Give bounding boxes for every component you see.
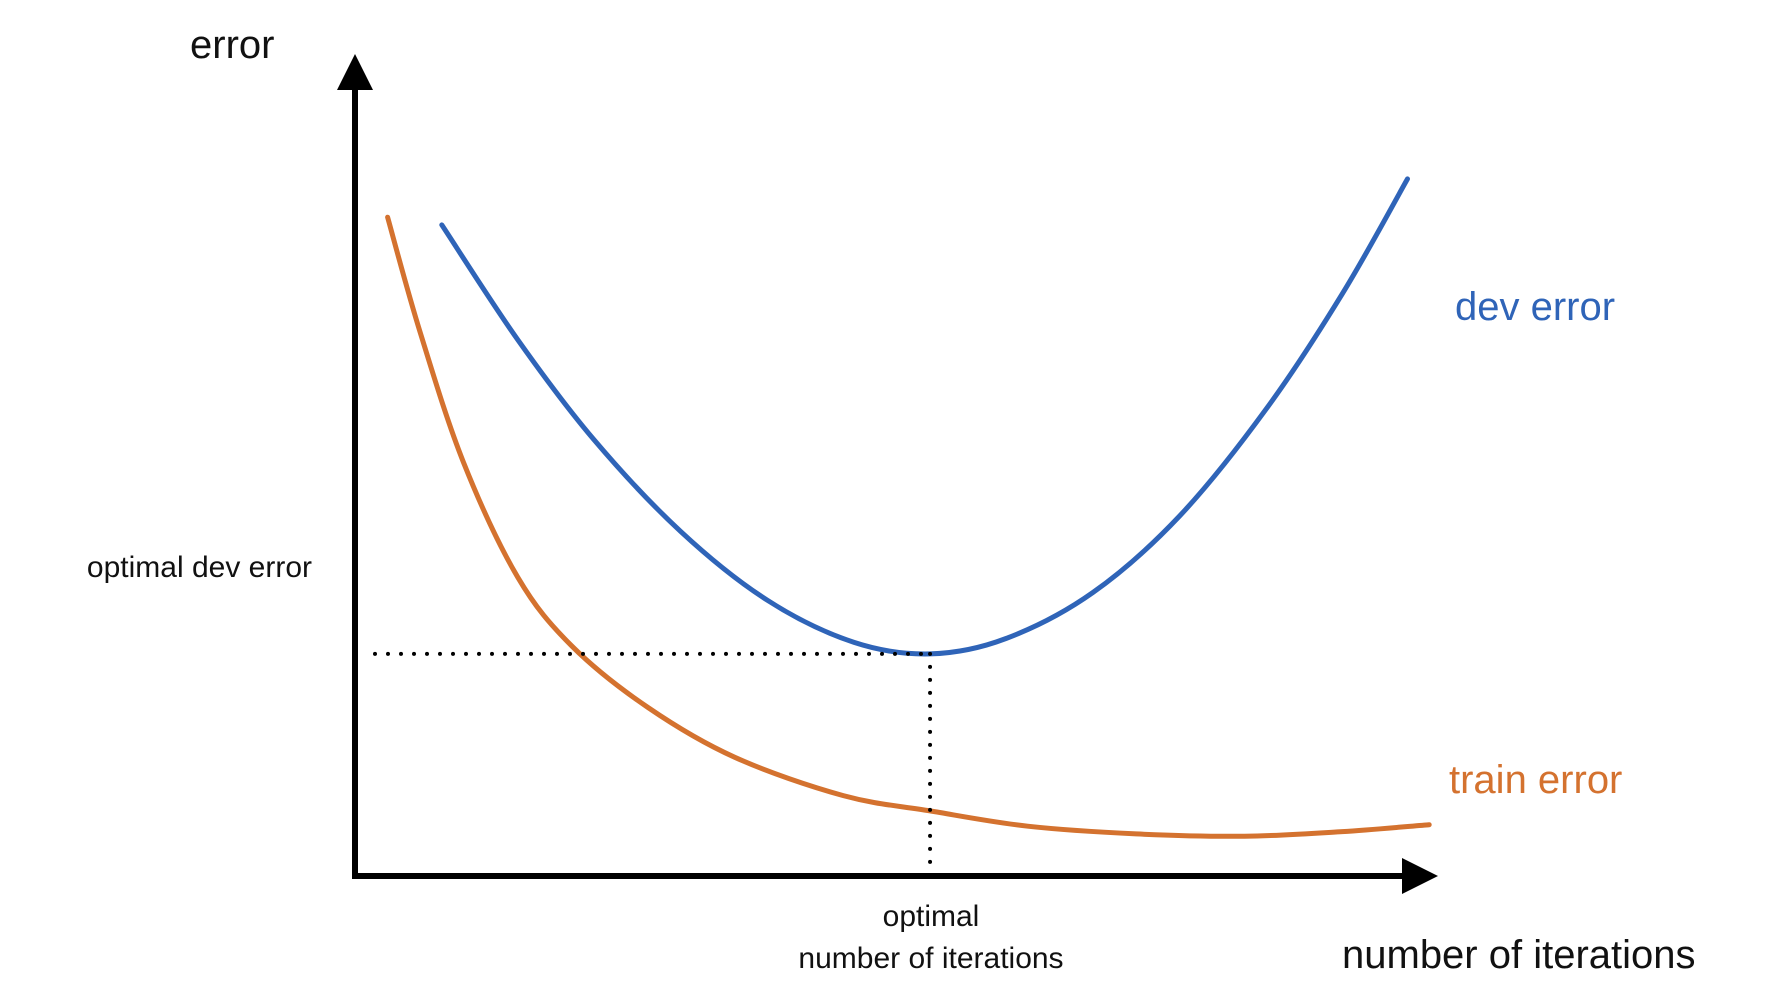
optimal-iterations-label-line2: number of iterations [798,942,1063,975]
series-label-dev-error: dev error [1455,285,1615,329]
series-line-dev-error [439,176,1410,657]
guide-layer [373,651,933,866]
x-axis-title: number of iterations [1342,933,1696,977]
series-label-train-error: train error [1449,758,1622,802]
optimal-dev-error-label: optimal dev error [87,551,312,584]
series-line-train-error [385,214,1432,839]
series-layer [385,176,1432,839]
y-axis-title: error [190,23,274,67]
optimal-iterations-label-line1: optimal [883,900,980,933]
